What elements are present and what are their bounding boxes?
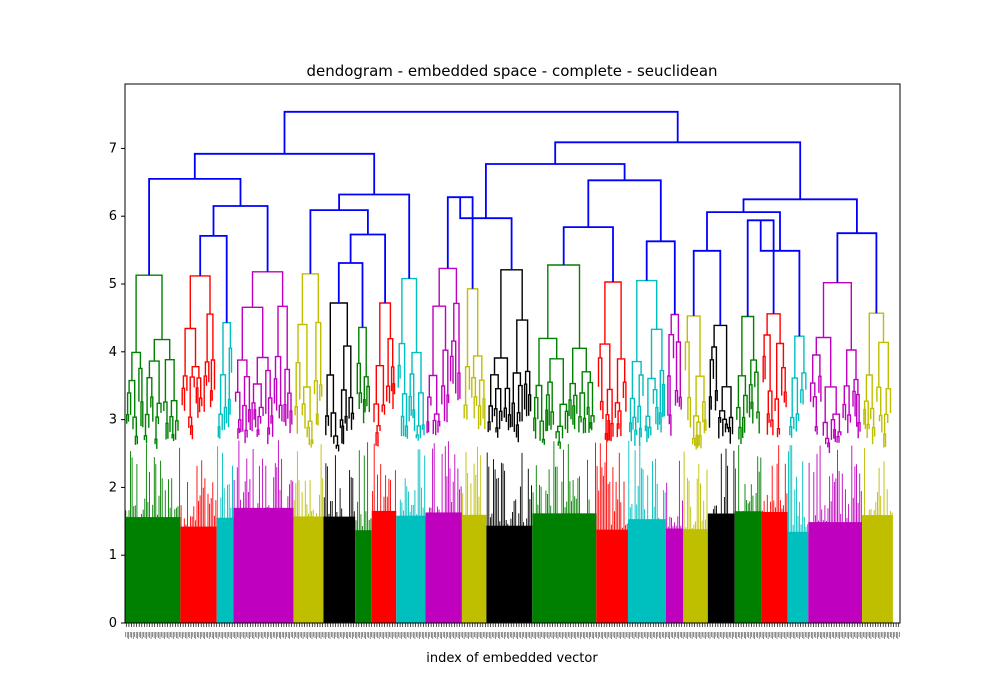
x-tick-label-band [125,632,900,639]
leaf-bars-5 [323,455,355,623]
leaf-bars-14 [628,440,666,623]
leaf-group-8 [396,515,426,623]
leaf-bars-6 [355,442,372,623]
leaf-bars-11 [486,452,532,623]
leaf-bars-15 [666,460,683,623]
y-axis: 0 1 2 3 4 5 6 7 [109,141,125,631]
leaf-bars-8 [396,449,426,623]
plot-frame [124,83,901,624]
leaf-bars-18 [735,445,762,623]
leaf-bars-2 [217,446,233,623]
sub-cluster-links [126,264,892,453]
cluster-link-44 [283,110,679,154]
leaf-bars-17 [708,448,735,623]
leaf-bars-7 [372,443,396,623]
leaf-group-21 [808,522,863,623]
leaf-bars-10 [462,446,487,623]
leaf-tick-bars [125,440,893,623]
leaf-bars-16 [683,451,708,623]
y-tick-label: 0 [109,616,117,631]
x-axis-label: index of embedded vector [426,651,598,666]
y-tick-label: 6 [109,209,117,224]
x-tick-marks [125,623,900,627]
leaf-bars-13 [596,442,628,623]
leaf-bars-22 [862,448,893,623]
cluster-links [148,110,878,337]
leaf-bars-12 [532,441,596,623]
leaf-bars-19 [761,445,788,623]
y-tick-label: 3 [109,413,117,428]
chart-title: dendogram - embedded space - complete - … [306,62,717,80]
leaf-group-12 [532,513,597,623]
leaf-group-14 [627,519,666,623]
leaf-bars-0 [125,443,181,623]
leaf-bars-9 [425,441,462,623]
leaf-bars-4 [293,444,324,623]
leaf-bars-20 [788,445,808,623]
leaf-bars-1 [180,460,217,623]
leaf-group-13 [596,529,628,623]
leaf-bars-21 [808,445,862,623]
y-tick-label: 7 [109,141,117,156]
leaf-group-5 [323,516,356,623]
x-axis [125,623,900,639]
leaf-bars-3 [233,440,294,623]
y-tick-label: 4 [109,345,117,360]
y-tick-label: 2 [109,480,117,495]
y-tick-label: 1 [109,548,117,563]
y-tick-label: 5 [109,277,117,292]
